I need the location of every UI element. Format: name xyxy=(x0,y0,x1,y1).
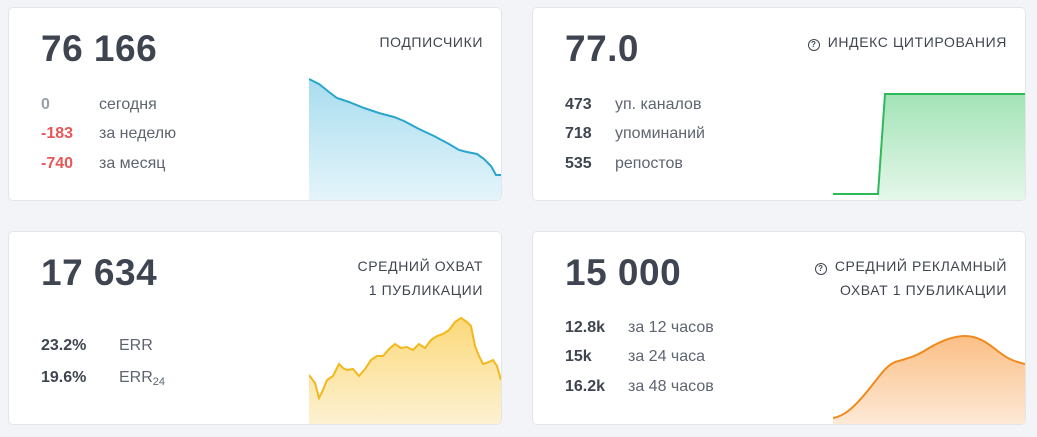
stat-desc: за месяц xyxy=(99,154,166,172)
stat-desc: репостов xyxy=(615,154,683,172)
stat-row-err24: 19.6% ERR24 xyxy=(41,362,165,394)
citation-value: 77.0 xyxy=(565,28,640,69)
stat-value: -183 xyxy=(41,125,74,143)
subscribers-label: ПОДПИСЧИКИ xyxy=(379,34,483,50)
sparkline-line xyxy=(833,93,1025,195)
stat-value: 0 xyxy=(41,95,50,113)
ad-reach-stats: 12.8k за 12 часов 15k за 24 часа 16.2k з… xyxy=(565,313,714,402)
subscribers-stats: 0 сегодня -183 за неделю -740 за месяц xyxy=(41,90,176,179)
citation-sparkline xyxy=(833,93,1025,200)
stat-value: 16.2k xyxy=(565,377,606,395)
ad-reach-label-text: СРЕДНИЙ РЕКЛАМНЫЙ xyxy=(834,258,1007,274)
citation-stats: 473 уп. каналов 718 упоминаний 535 репос… xyxy=(565,90,705,179)
stat-row-48h: 16.2k за 48 часов xyxy=(565,372,714,402)
stat-desc: ERR xyxy=(119,337,153,354)
reach-card[interactable]: 17 634 СРЕДНИЙ ОХВАТ 1 ПУБЛИКАЦИИ 23.2% … xyxy=(8,231,502,425)
sparkline-line xyxy=(309,78,501,176)
stat-desc-sub: 24 xyxy=(152,375,166,388)
ad-reach-label: ? СРЕДНИЙ РЕКЛАМНЫЙ ОХВАТ 1 ПУБЛИКАЦИИ xyxy=(814,254,1007,302)
subscribers-value: 76 166 xyxy=(41,28,158,69)
stat-desc: уп. каналов xyxy=(615,95,702,113)
stat-value: -740 xyxy=(41,154,74,172)
ad-reach-label-line2: ОХВАТ 1 ПУБЛИКАЦИИ xyxy=(839,282,1007,298)
reach-label: СРЕДНИЙ ОХВАТ 1 ПУБЛИКАЦИИ xyxy=(358,254,483,302)
stat-desc: ERR24 xyxy=(119,369,165,388)
ad-reach-label-line1: ? СРЕДНИЙ РЕКЛАМНЫЙ xyxy=(814,254,1007,278)
stat-row-reposts: 535 репостов xyxy=(565,149,705,179)
subscribers-sparkline xyxy=(309,78,501,200)
reach-stats: 23.2% ERR 19.6% ERR24 xyxy=(41,330,165,394)
question-circle-icon[interactable]: ? xyxy=(807,39,820,51)
reach-sparkline xyxy=(309,316,501,424)
stat-row-week: -183 за неделю xyxy=(41,120,176,150)
reach-value: 17 634 xyxy=(41,252,158,293)
sparkline-area xyxy=(309,79,501,200)
stat-row-channels: 473 уп. каналов xyxy=(565,90,705,120)
sparkline-area xyxy=(309,318,501,424)
stat-value: 23.2% xyxy=(41,337,87,354)
citation-label-text: ИНДЕКС ЦИТИРОВАНИЯ xyxy=(827,34,1007,50)
stat-desc: упоминаний xyxy=(615,125,705,143)
stat-row-month: -740 за месяц xyxy=(41,149,176,179)
stat-value: 12.8k xyxy=(565,318,606,336)
stat-row-24h: 15k за 24 часа xyxy=(565,343,714,373)
subscribers-card[interactable]: 76 166 ПОДПИСЧИКИ 0 сегодня -183 за неде… xyxy=(8,7,502,201)
stat-desc: за 12 часов xyxy=(628,318,714,336)
ad-reach-card[interactable]: 15 000 ? СРЕДНИЙ РЕКЛАМНЫЙ ОХВАТ 1 ПУБЛИК… xyxy=(532,231,1026,425)
stat-value: 473 xyxy=(565,95,592,113)
stat-row-err: 23.2% ERR xyxy=(41,330,165,362)
sparkline-area xyxy=(878,94,1025,200)
question-circle-icon[interactable]: ? xyxy=(814,263,827,275)
stat-row-today: 0 сегодня xyxy=(41,90,176,120)
stat-desc: за 24 часа xyxy=(628,348,706,366)
citation-label: ? ИНДЕКС ЦИТИРОВАНИЯ xyxy=(807,30,1007,54)
stat-row-mentions: 718 упоминаний xyxy=(565,120,705,150)
stat-value: 19.6% xyxy=(41,369,87,386)
reach-label-line2: 1 ПУБЛИКАЦИИ xyxy=(368,282,483,298)
citation-card[interactable]: 77.0 ? ИНДЕКС ЦИТИРОВАНИЯ 473 уп. каналов… xyxy=(532,7,1026,201)
stat-value: 535 xyxy=(565,154,592,172)
sparkline-line xyxy=(309,316,501,401)
stat-desc: за 48 часов xyxy=(628,377,714,395)
reach-label-line1: СРЕДНИЙ ОХВАТ xyxy=(357,258,483,274)
stat-desc: за неделю xyxy=(99,125,177,143)
stat-desc-text: ERR xyxy=(119,368,153,386)
sparkline-area xyxy=(833,336,1025,424)
sparkline-line xyxy=(833,334,1025,419)
stat-desc: сегодня xyxy=(99,95,157,113)
stat-value: 718 xyxy=(565,125,592,143)
ad-reach-sparkline xyxy=(833,334,1025,424)
stat-row-12h: 12.8k за 12 часов xyxy=(565,313,714,343)
ad-reach-value: 15 000 xyxy=(565,252,682,293)
stat-value: 15k xyxy=(565,348,592,366)
